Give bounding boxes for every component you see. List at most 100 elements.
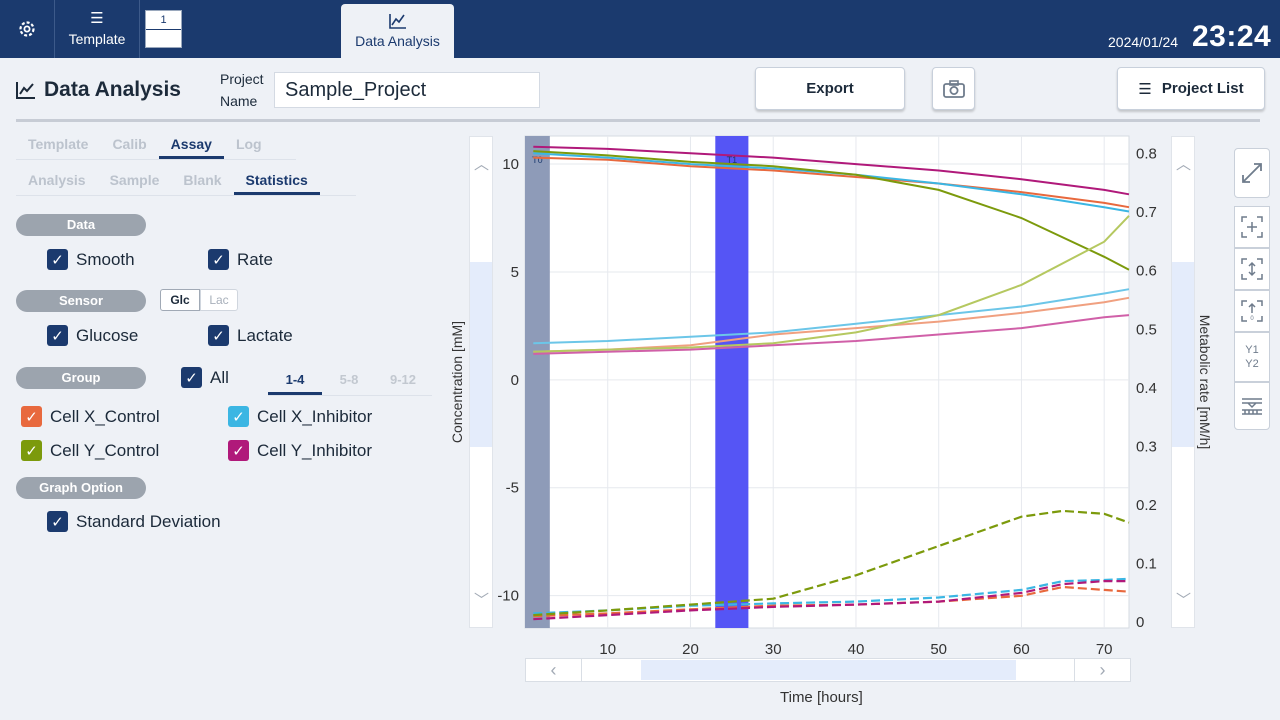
group-label: Cell Y_Control	[50, 440, 160, 460]
rate-line	[533, 585, 1130, 618]
time-marker	[715, 136, 749, 628]
x-tick-label: 50	[930, 641, 947, 658]
template-button[interactable]: ☰ Template	[55, 0, 140, 58]
time-marker-label: T1	[727, 155, 738, 165]
x-scrollbar[interactable]: ‹ ›	[525, 658, 1131, 682]
template-label: Template	[68, 31, 126, 47]
tab-data-analysis[interactable]: Data Analysis	[341, 4, 454, 58]
chevron-up-icon[interactable]: ︿	[1176, 156, 1192, 173]
group-checkbox-cell-x-inhibitor[interactable]: ✓ Cell X_Inhibitor	[228, 406, 372, 427]
check-icon: ✓	[228, 440, 249, 461]
group-label: Cell Y_Inhibitor	[257, 440, 372, 460]
project-list-button[interactable]: ☰ Project List	[1117, 67, 1265, 110]
tab-sample[interactable]: Sample	[109, 172, 160, 188]
all-checkbox[interactable]: ✓ All	[181, 367, 229, 388]
x-tick-label: 10	[599, 641, 616, 658]
camera-button[interactable]	[932, 67, 975, 110]
lactate-checkbox[interactable]: ✓ Lactate	[208, 325, 293, 346]
zoom-fit-icon[interactable]	[1234, 206, 1270, 248]
glc-toggle[interactable]: Glc	[160, 289, 200, 311]
rate-line	[533, 580, 1129, 621]
rate-checkbox[interactable]: ✓ Rate	[208, 249, 273, 270]
list-icon: ☰	[90, 10, 104, 27]
check-icon: ✓	[21, 406, 42, 427]
concentration-line	[533, 215, 1130, 353]
rate-line	[533, 509, 1130, 617]
group-label: Cell X_Control	[50, 406, 160, 426]
x-tick-label: 30	[765, 641, 782, 658]
tab-statistics[interactable]: Statistics	[233, 166, 320, 195]
left-y-scrollbar[interactable]: ︿ ﹀	[469, 136, 493, 628]
tab-group-1-4[interactable]: 1-4	[268, 366, 322, 395]
y-right-tick-label: 0.7	[1136, 204, 1157, 221]
lac-toggle[interactable]: Lac	[200, 289, 238, 311]
group-checkbox-cell-y-control[interactable]: ✓ Cell Y_Control	[21, 440, 159, 461]
export-label: Export	[806, 80, 854, 97]
x-tick-label: 70	[1096, 641, 1113, 658]
y-right-tick-label: 0.8	[1136, 146, 1157, 163]
y-right-tick-label: 0.2	[1136, 497, 1157, 514]
time-marker-label: T0	[532, 155, 543, 165]
page-tab[interactable]: 1	[145, 10, 182, 48]
tab-group-9-12[interactable]: 9-12	[389, 372, 417, 387]
std-dev-checkbox[interactable]: ✓ Standard Deviation	[47, 511, 221, 532]
tab-group-5-8[interactable]: 5-8	[339, 372, 359, 387]
mode-tabs: Template Calib Assay Log	[16, 130, 296, 160]
glucose-checkbox[interactable]: ✓ Glucose	[47, 325, 138, 346]
group-checkbox-cell-x-control[interactable]: ✓ Cell X_Control	[21, 406, 160, 427]
expand-icon[interactable]	[1234, 148, 1270, 198]
tab-analysis[interactable]: Analysis	[28, 172, 86, 188]
settings-button[interactable]	[0, 0, 55, 58]
concentration-line	[533, 288, 1130, 345]
project-name-label: Project Name	[220, 68, 264, 112]
group-page-tabs: 1-4 5-8 9-12	[268, 366, 432, 396]
chevron-down-icon[interactable]: ﹀	[1176, 592, 1192, 609]
y-right-tick-label: 0.1	[1136, 556, 1157, 573]
check-icon: ✓	[228, 406, 249, 427]
tab-blank[interactable]: Blank	[183, 172, 222, 188]
legend-ruler-icon[interactable]	[1234, 382, 1270, 430]
project-name-input[interactable]	[274, 72, 540, 108]
tab-template[interactable]: Template	[28, 136, 89, 152]
check-icon: ✓	[21, 440, 42, 461]
chevron-left-icon[interactable]: ‹	[526, 659, 582, 681]
y-left-tick-label: -5	[506, 480, 519, 497]
smooth-checkbox[interactable]: ✓ Smooth	[47, 249, 135, 270]
tab-assay[interactable]: Assay	[158, 130, 224, 159]
y1-y2-toggle[interactable]: Y1 Y2	[1234, 332, 1270, 382]
group-checkbox-cell-y-inhibitor[interactable]: ✓ Cell Y_Inhibitor	[228, 440, 372, 461]
gear-icon	[19, 21, 35, 37]
scrollbar-thumb[interactable]	[470, 262, 492, 447]
y-right-tick-label: 0.3	[1136, 438, 1157, 455]
concentration-line	[533, 296, 1130, 353]
y-right-tick-label: 0.6	[1136, 263, 1157, 280]
export-button[interactable]: Export	[755, 67, 905, 110]
y-zero-icon[interactable]: 0	[1234, 290, 1270, 332]
scrollbar-thumb[interactable]	[1172, 262, 1194, 447]
right-y-scrollbar[interactable]: ︿ ﹀	[1171, 136, 1195, 628]
all-label: All	[210, 367, 229, 387]
camera-icon	[942, 79, 965, 98]
y-range-icon[interactable]	[1234, 248, 1270, 290]
check-icon: ✓	[208, 325, 229, 346]
concentration-line	[533, 314, 1130, 355]
concentration-line	[533, 156, 1130, 209]
chart-tools: 0 Y1 Y2	[1234, 148, 1270, 430]
rate-line	[533, 577, 1130, 615]
rate-label: Rate	[237, 249, 273, 269]
y1-label: Y1	[1245, 344, 1259, 356]
check-icon: ✓	[47, 325, 68, 346]
chevron-down-icon[interactable]: ﹀	[474, 592, 490, 609]
tab-log[interactable]: Log	[235, 136, 262, 152]
y-left-tick-label: 0	[511, 372, 519, 389]
y-right-axis-label: Metabolic rate [mM/h]	[1197, 315, 1213, 450]
date-display: 2024/01/24	[1108, 34, 1179, 50]
chevron-right-icon[interactable]: ›	[1074, 659, 1130, 681]
y-right-tick-label: 0.5	[1136, 321, 1157, 338]
scrollbar-thumb[interactable]	[641, 660, 1016, 680]
time-marker	[525, 136, 550, 628]
chevron-up-icon[interactable]: ︿	[474, 156, 490, 173]
x-tick-label: 20	[682, 641, 699, 658]
tab-calib[interactable]: Calib	[112, 136, 147, 152]
